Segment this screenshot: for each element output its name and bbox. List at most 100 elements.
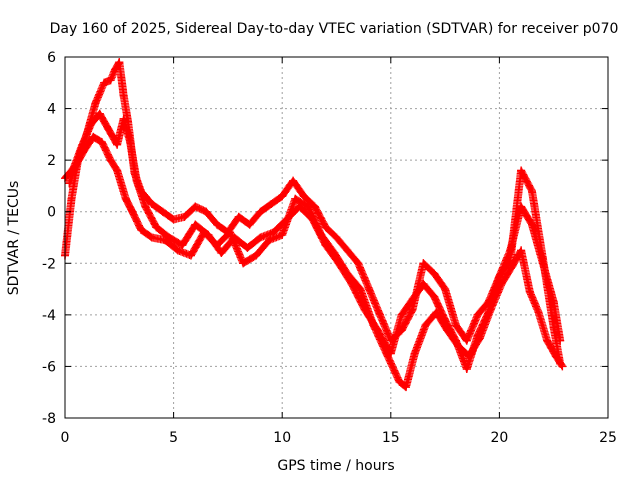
data-point — [160, 236, 169, 245]
data-point — [517, 166, 526, 175]
data-point — [475, 334, 484, 343]
series-markers — [61, 109, 564, 373]
data-point — [527, 220, 536, 229]
data-point — [213, 241, 222, 250]
data-point — [451, 321, 460, 330]
data-point — [464, 352, 473, 361]
data-point — [356, 285, 365, 294]
chart-title: Day 160 of 2025, Sidereal Day-to-day VTE… — [50, 21, 619, 37]
series-track-b — [61, 109, 565, 374]
data-point — [332, 233, 341, 242]
data-point — [419, 259, 428, 268]
y-tick-label: 6 — [47, 50, 56, 66]
data-point — [291, 194, 300, 203]
data-point — [245, 220, 254, 229]
data-point — [202, 207, 211, 216]
plot-frame — [64, 56, 609, 419]
y-tick-label: -6 — [42, 359, 56, 375]
data-point — [104, 125, 113, 134]
data-point — [137, 225, 146, 234]
data-point — [408, 305, 417, 314]
data-point — [147, 233, 156, 242]
data-point — [191, 202, 200, 211]
data-point — [304, 202, 313, 211]
data-point — [321, 223, 330, 232]
data-point — [71, 161, 80, 170]
data-point — [299, 192, 308, 201]
data-point — [517, 246, 526, 255]
data-point — [115, 58, 124, 67]
data-point — [158, 207, 167, 216]
data-point — [147, 199, 156, 208]
data-point — [419, 279, 428, 288]
data-point — [486, 305, 495, 314]
data-point — [256, 233, 265, 242]
data-point — [128, 207, 137, 216]
data-point — [186, 251, 195, 260]
data-point — [91, 99, 100, 108]
data-point — [226, 228, 235, 237]
data-point — [462, 336, 471, 345]
y-tick-labels: -8 -6 -4 -2 0 2 4 6 — [42, 50, 56, 427]
data-point — [265, 236, 274, 245]
data-point — [365, 285, 374, 294]
data-point — [525, 287, 534, 296]
x-tick-label: 5 — [169, 430, 178, 446]
data-point — [289, 176, 298, 185]
x-tick-label: 15 — [382, 430, 400, 446]
data-point — [543, 336, 552, 345]
data-point — [67, 194, 76, 203]
y-tick-label: -8 — [42, 411, 56, 427]
data-point — [432, 308, 441, 317]
data-point — [200, 228, 209, 237]
data-point — [80, 145, 89, 154]
data-point — [173, 246, 182, 255]
y-tick-label: 4 — [47, 102, 56, 118]
data-point — [408, 295, 417, 304]
data-point — [473, 310, 482, 319]
data-point — [278, 230, 287, 239]
data-point — [191, 220, 200, 229]
data-point — [421, 321, 430, 330]
data-point — [178, 241, 187, 250]
y-tick-label: -2 — [42, 256, 56, 272]
data-point — [239, 259, 248, 268]
data-point — [330, 248, 339, 257]
data-point — [126, 138, 135, 147]
data-point — [497, 279, 506, 288]
data-point — [278, 192, 287, 201]
data-point — [534, 308, 543, 317]
axis-ticks — [64, 56, 609, 419]
data-point — [106, 76, 115, 85]
data-point — [119, 91, 128, 100]
data-point — [65, 179, 74, 188]
y-tick-label: -4 — [42, 308, 56, 324]
data-point — [267, 199, 276, 208]
data-point — [395, 377, 404, 386]
data-point — [443, 326, 452, 335]
data-point — [110, 65, 119, 74]
data-point — [213, 220, 222, 229]
y-tick-label: 0 — [47, 205, 56, 221]
data-point — [343, 246, 352, 255]
data-point — [132, 176, 141, 185]
x-tick-label: 25 — [599, 430, 617, 446]
data-point — [410, 349, 419, 358]
data-point — [375, 310, 384, 319]
data-point — [354, 259, 363, 268]
x-tick-label: 20 — [490, 430, 508, 446]
x-tick-label: 10 — [273, 430, 291, 446]
data-point — [527, 187, 536, 196]
data-point — [402, 383, 411, 392]
data-point — [100, 78, 109, 87]
data-point — [508, 261, 517, 270]
data-point — [369, 321, 378, 330]
data-point — [256, 207, 265, 216]
data-point — [343, 269, 352, 278]
y-tick-label: 2 — [47, 153, 56, 169]
data-point — [234, 212, 243, 221]
data-point — [87, 120, 96, 129]
x-tick-label: 0 — [61, 430, 70, 446]
data-point — [152, 223, 161, 232]
